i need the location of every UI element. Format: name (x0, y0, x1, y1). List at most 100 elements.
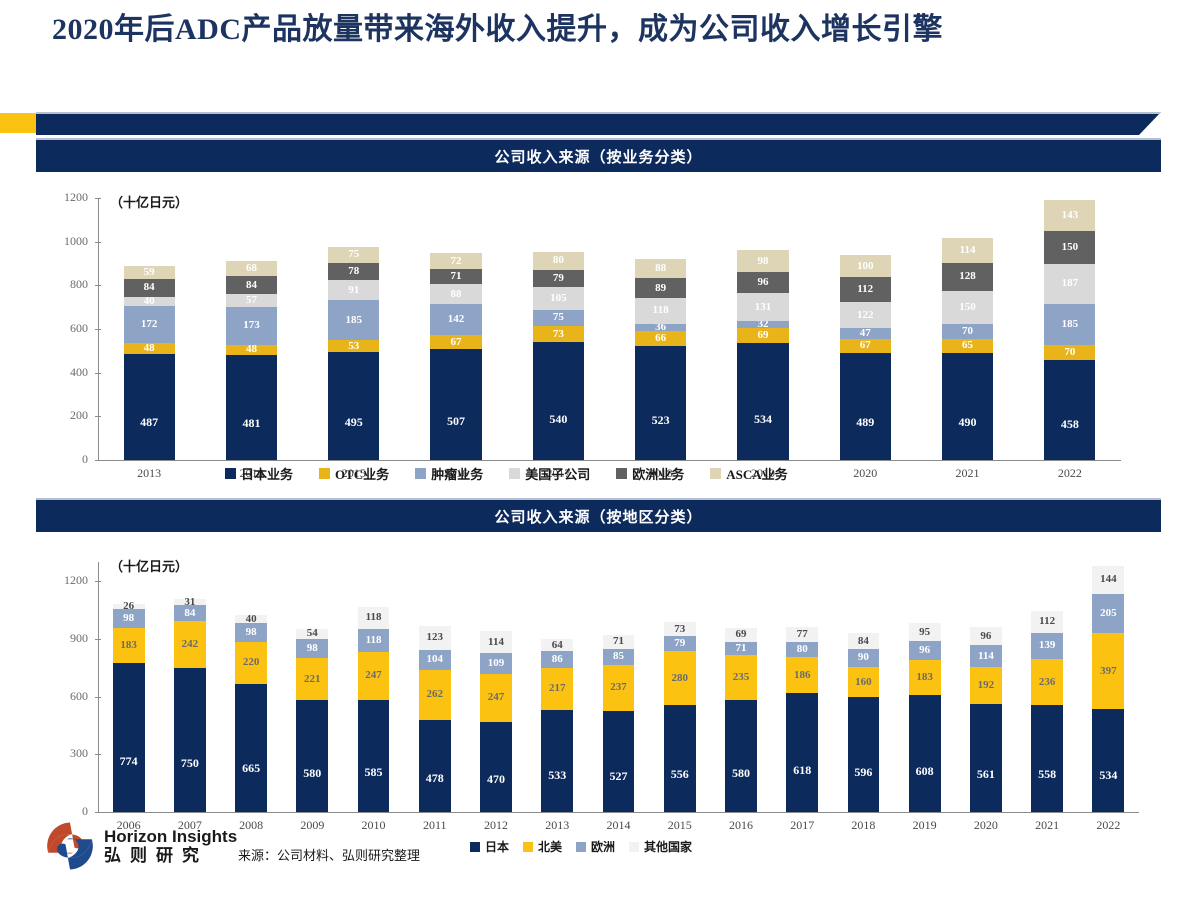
bar-segment[interactable]: 85 (602, 648, 635, 666)
bar-segment[interactable]: 142 (430, 303, 482, 335)
bar-segment[interactable]: 79 (532, 269, 584, 287)
bar-segment[interactable]: 160 (847, 666, 880, 698)
bar-segment[interactable]: 40 (235, 613, 267, 624)
bar-segment[interactable]: 109 (480, 653, 512, 675)
bar-segment[interactable]: 237 (602, 665, 635, 711)
bar-segment[interactable]: 112 (1031, 611, 1064, 633)
bar-segment[interactable]: 72 (430, 253, 482, 269)
bar-segment[interactable]: 88 (430, 284, 482, 304)
bar-segment[interactable]: 86 (541, 651, 574, 668)
bar-segment[interactable]: 495 (328, 351, 380, 460)
bar-segment[interactable]: 618 (786, 693, 819, 812)
bar-segment[interactable]: 114 (941, 237, 994, 263)
bar-stack[interactable]: 556 280 79 73 (663, 562, 696, 812)
bar-stack[interactable]: 507 67 142 88 71 72 (430, 198, 482, 460)
legend-item[interactable]: 欧洲 (576, 838, 615, 855)
legend-item[interactable]: ASCA业务 (710, 464, 788, 483)
bar-segment[interactable]: 84 (847, 633, 880, 650)
bar-stack[interactable]: 774 183 98 26 (112, 562, 145, 812)
bar-segment[interactable]: 247 (480, 674, 512, 722)
bar-segment[interactable]: 183 (908, 659, 941, 696)
bar-segment[interactable]: 235 (725, 655, 757, 701)
bar-segment[interactable]: 580 (296, 700, 329, 812)
bar-stack[interactable]: 558 236 139 112 (1031, 562, 1064, 812)
bar-segment[interactable]: 96 (908, 641, 941, 660)
bar-segment[interactable]: 608 (908, 695, 941, 812)
bar-segment[interactable]: 128 (941, 262, 994, 291)
bar-segment[interactable]: 53 (328, 340, 380, 352)
bar-segment[interactable]: 65 (941, 338, 994, 354)
bar-segment[interactable]: 122 (839, 301, 891, 329)
bar-stack[interactable]: 618 186 80 77 (786, 562, 819, 812)
bar-stack[interactable]: 534 397 205 144 (1092, 562, 1125, 812)
bar-stack[interactable]: 470 247 109 114 (480, 562, 512, 812)
bar-stack[interactable]: 487 48 172 40 84 59 (123, 198, 175, 460)
bar-segment[interactable]: 36 (635, 321, 687, 332)
bar-segment[interactable]: 64 (541, 638, 574, 652)
legend-item[interactable]: OTC业务 (319, 464, 389, 483)
bar-segment[interactable]: 172 (123, 305, 175, 344)
bar-segment[interactable]: 397 (1092, 632, 1125, 710)
bar-segment[interactable]: 67 (430, 334, 482, 350)
bar-segment[interactable]: 478 (418, 720, 451, 812)
bar-segment[interactable]: 118 (357, 606, 390, 630)
bar-segment[interactable]: 183 (112, 627, 145, 664)
bar-segment[interactable]: 114 (480, 631, 512, 654)
bar-segment[interactable]: 89 (635, 278, 687, 298)
bar-segment[interactable]: 31 (173, 596, 206, 607)
bar-segment[interactable]: 534 (1092, 709, 1125, 812)
bar-stack[interactable]: 750 242 84 31 (173, 562, 206, 812)
bar-segment[interactable]: 247 (357, 652, 390, 700)
bar-segment[interactable]: 112 (839, 277, 891, 302)
bar-segment[interactable]: 534 (737, 343, 789, 460)
bar-segment[interactable]: 561 (969, 704, 1002, 812)
bar-segment[interactable]: 487 (123, 353, 175, 460)
bar-stack[interactable]: 580 221 98 54 (296, 562, 329, 812)
bar-segment[interactable]: 236 (1031, 659, 1064, 705)
bar-stack[interactable]: 561 192 114 96 (969, 562, 1002, 812)
bar-stack[interactable]: 458 70 185 187 150 143 (1044, 198, 1096, 460)
legend-item[interactable]: 日本 (470, 838, 509, 855)
bar-segment[interactable]: 556 (663, 705, 696, 812)
bar-segment[interactable]: 80 (532, 252, 584, 270)
bar-segment[interactable]: 80 (786, 642, 819, 658)
bar-stack[interactable]: 490 65 70 150 128 114 (941, 198, 994, 460)
bar-segment[interactable]: 79 (663, 636, 696, 652)
bar-segment[interactable]: 458 (1044, 360, 1096, 460)
bar-segment[interactable]: 585 (357, 699, 390, 812)
bar-segment[interactable]: 73 (663, 622, 696, 637)
bar-segment[interactable]: 527 (602, 710, 635, 812)
bar-segment[interactable]: 68 (225, 261, 278, 276)
bar-segment[interactable]: 90 (847, 649, 880, 667)
bar-segment[interactable]: 91 (328, 280, 380, 300)
bar-segment[interactable]: 73 (532, 326, 584, 343)
bar-segment[interactable]: 69 (737, 328, 789, 344)
bar-segment[interactable]: 98 (737, 250, 789, 272)
bar-stack[interactable]: 533 217 86 64 (541, 562, 574, 812)
bar-segment[interactable]: 280 (663, 651, 696, 706)
bar-segment[interactable]: 98 (235, 622, 267, 642)
bar-segment[interactable]: 114 (969, 645, 1002, 668)
bar-segment[interactable]: 221 (296, 657, 329, 701)
bar-segment[interactable]: 123 (418, 626, 451, 650)
bar-segment[interactable]: 118 (357, 629, 390, 652)
bar-segment[interactable]: 489 (839, 353, 891, 460)
bar-segment[interactable]: 192 (969, 667, 1002, 705)
bar-stack[interactable]: 665 220 98 40 (235, 562, 267, 812)
bar-segment[interactable]: 75 (532, 309, 584, 327)
bar-segment[interactable]: 84 (225, 275, 278, 295)
bar-segment[interactable]: 596 (847, 697, 880, 812)
bar-segment[interactable]: 98 (296, 639, 329, 658)
bar-stack[interactable]: 534 69 32 131 96 98 (737, 198, 789, 460)
bar-segment[interactable]: 105 (532, 286, 584, 310)
bar-segment[interactable]: 131 (737, 292, 789, 322)
bar-segment[interactable]: 69 (725, 628, 757, 642)
bar-segment[interactable]: 118 (635, 297, 687, 324)
bar-segment[interactable]: 185 (1044, 304, 1096, 345)
bar-segment[interactable]: 665 (235, 684, 267, 812)
bar-segment[interactable]: 186 (786, 657, 819, 694)
bar-stack[interactable]: 596 160 90 84 (847, 562, 880, 812)
bar-stack[interactable]: 495 53 185 91 78 75 (328, 198, 380, 460)
bar-segment[interactable]: 540 (532, 342, 584, 460)
bar-segment[interactable]: 558 (1031, 704, 1064, 812)
